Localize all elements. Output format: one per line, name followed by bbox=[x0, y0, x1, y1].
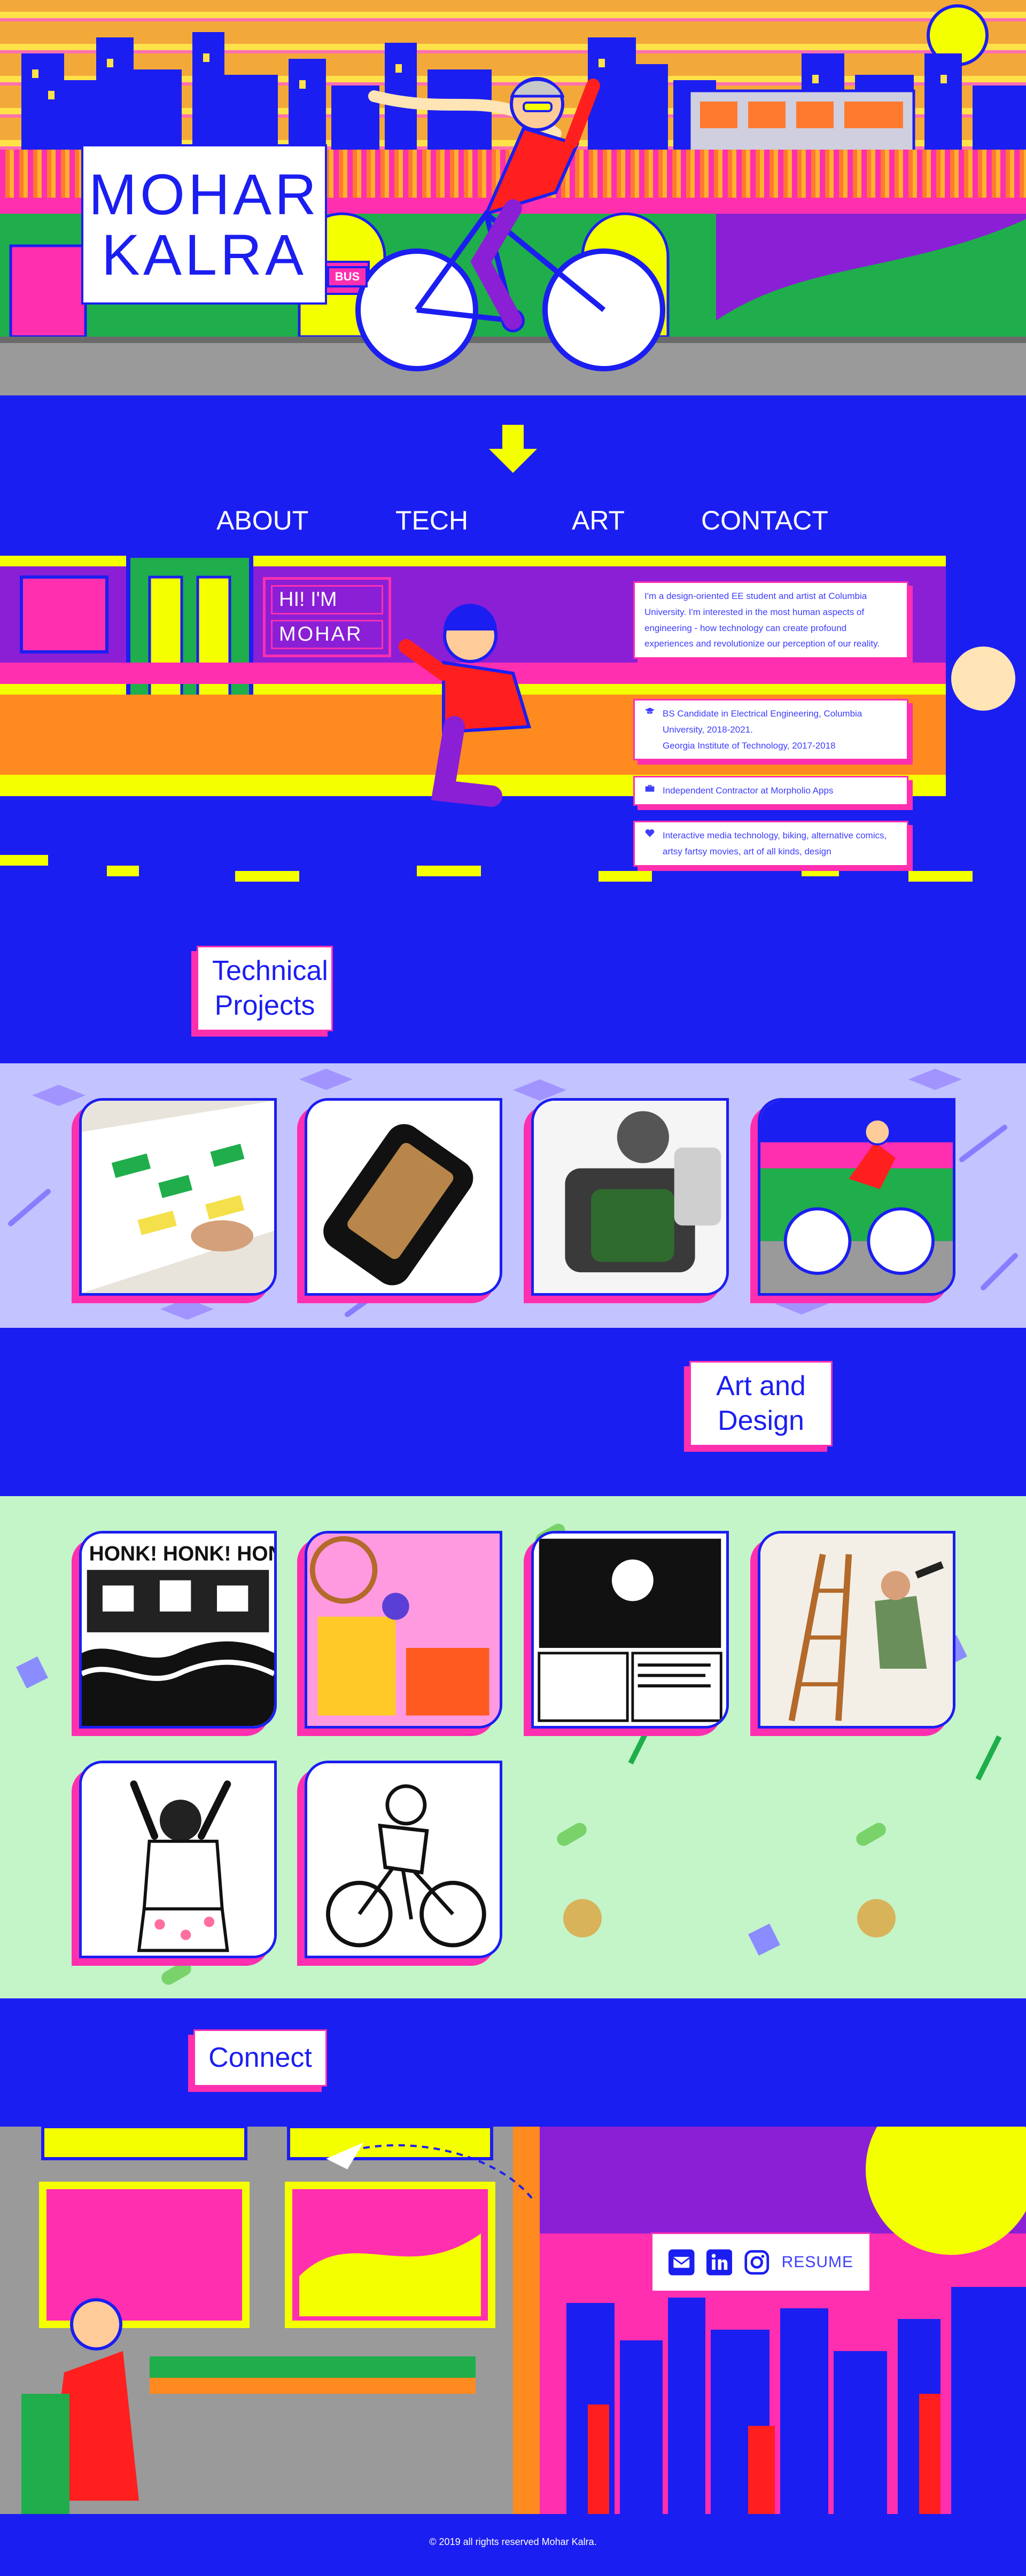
art-cyclist-sketch[interactable] bbox=[305, 1761, 502, 1958]
art-heading-band: Art and Design bbox=[0, 1328, 1026, 1496]
art-honk-comic[interactable]: HONK! HONK! HON bbox=[79, 1531, 277, 1729]
nav-tech[interactable]: TECH bbox=[395, 505, 469, 535]
hero-name-box: MOHAR KALRA bbox=[81, 144, 327, 305]
tech-project-bike-illustration[interactable] bbox=[758, 1098, 955, 1296]
art-background-pattern bbox=[16, 1523, 1002, 1985]
speech-sign-line2: MOHAR bbox=[271, 620, 383, 649]
art-section-heading: Art and Design bbox=[689, 1361, 833, 1446]
linkedin-icon[interactable] bbox=[706, 2248, 733, 2276]
cyclist-illustration bbox=[355, 77, 665, 371]
about-education-card: BS Candidate in Electrical Engineering, … bbox=[633, 699, 908, 761]
waving-person-illustration bbox=[399, 604, 531, 807]
down-arrow-icon[interactable] bbox=[486, 422, 540, 476]
about-intro-text: I'm a design-oriented EE student and art… bbox=[644, 591, 880, 649]
work-text: Independent Contractor at Morpholio Apps bbox=[663, 785, 834, 796]
heart-icon bbox=[645, 829, 655, 837]
subway-train-illustration bbox=[688, 89, 915, 162]
art-dancer[interactable] bbox=[79, 1761, 277, 1958]
art-heading-line2: Design bbox=[718, 1405, 804, 1436]
tech-project-interactive-table[interactable] bbox=[79, 1098, 277, 1296]
instagram-icon[interactable] bbox=[744, 2248, 770, 2276]
email-icon[interactable] bbox=[669, 2248, 695, 2276]
main-navigation: ABOUT TECH ART CONTACT bbox=[0, 395, 1026, 556]
copyright-text: © 2019 all rights reserved Mohar Kalra. bbox=[429, 2536, 597, 2547]
about-intro-card: I'm a design-oriented EE student and art… bbox=[633, 581, 908, 659]
connect-section-heading: Connect bbox=[193, 2029, 327, 2087]
resume-link[interactable]: RESUME bbox=[781, 2253, 853, 2271]
hero-banner: MOHAR KALRA BUS bbox=[0, 0, 1026, 395]
hero-name-line2: KALRA bbox=[101, 222, 307, 287]
tech-background-pattern bbox=[8, 1069, 1018, 1320]
nav-links: ABOUT TECH ART CONTACT bbox=[0, 505, 1026, 537]
honk-caption: HONK! HONK! HON bbox=[89, 1543, 274, 1566]
speech-sign: HI! I'M MOHAR bbox=[263, 577, 391, 657]
connect-heading-band: Connect bbox=[0, 1998, 1026, 2127]
nav-art[interactable]: ART bbox=[572, 505, 625, 535]
tech-project-circuit-device[interactable] bbox=[305, 1098, 502, 1296]
tech-heading-band: Technical Projects bbox=[0, 895, 1026, 1063]
education-columbia: BS Candidate in Electrical Engineering, … bbox=[663, 709, 862, 735]
education-georgia-tech: Georgia Institute of Technology, 2017-20… bbox=[663, 740, 836, 751]
art-pink-market[interactable] bbox=[305, 1531, 502, 1729]
graduation-cap-icon bbox=[644, 707, 655, 714]
art-comic-page[interactable] bbox=[531, 1531, 729, 1729]
briefcase-icon bbox=[645, 785, 655, 792]
interests-text: Interactive media technology, biking, al… bbox=[663, 830, 887, 857]
art-design-gallery: HONK! HONK! HON bbox=[0, 1496, 1026, 1998]
street-road bbox=[0, 337, 1026, 395]
about-section: HI! I'M MOHAR I'm a design-oriented EE s… bbox=[0, 556, 1026, 895]
hero-name-line1: MOHAR bbox=[89, 161, 320, 227]
tech-heading-line1: Technical bbox=[212, 955, 328, 986]
nav-about[interactable]: ABOUT bbox=[216, 505, 309, 535]
tech-section-heading: Technical Projects bbox=[197, 946, 333, 1031]
bus-sign: BUS bbox=[327, 266, 368, 287]
nav-contact[interactable]: CONTACT bbox=[701, 505, 828, 535]
page-footer: © 2019 all rights reserved Mohar Kalra. bbox=[0, 2514, 1026, 2576]
connect-card: RESUME bbox=[651, 2232, 871, 2292]
tech-project-engine-cad[interactable] bbox=[531, 1098, 729, 1296]
about-interests-card: Interactive media technology, biking, al… bbox=[633, 821, 908, 867]
speech-sign-line1: HI! I'M bbox=[271, 585, 383, 614]
about-work-card: Independent Contractor at Morpholio Apps bbox=[633, 776, 908, 806]
connect-section: RESUME bbox=[0, 2127, 1026, 2514]
art-ladder-painter[interactable] bbox=[758, 1531, 955, 1729]
tech-projects-gallery bbox=[0, 1063, 1026, 1328]
art-heading-line1: Art and bbox=[716, 1371, 806, 1402]
tech-heading-line2: Projects bbox=[214, 990, 315, 1021]
studio-illustration bbox=[0, 2127, 1026, 2514]
